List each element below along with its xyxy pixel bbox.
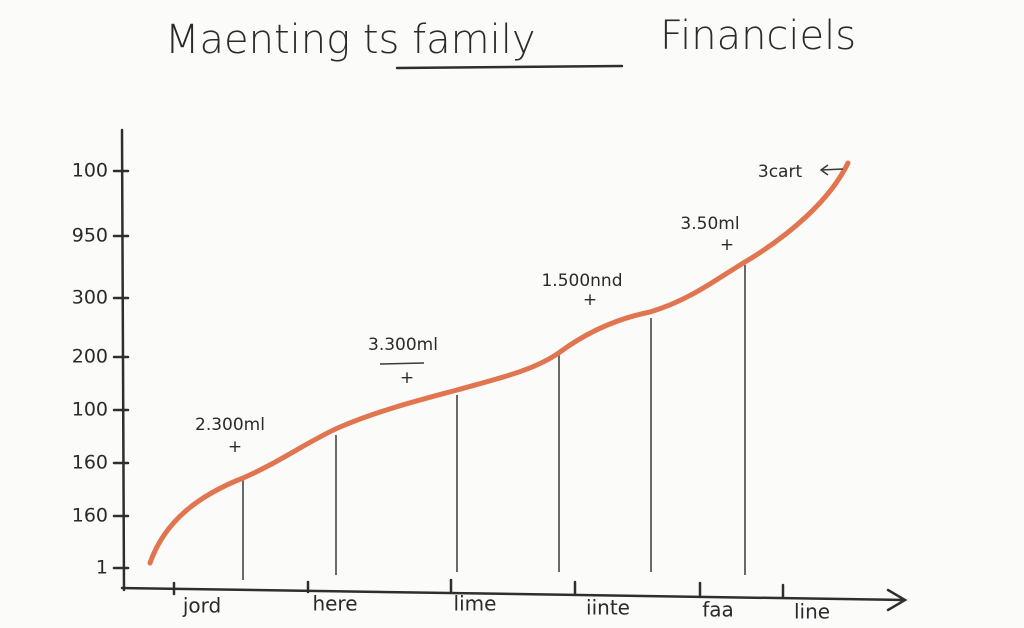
annotation: 1.500nnd (541, 271, 622, 291)
y-ticks: 100 950 300 200 100 160 160 1 (72, 160, 130, 579)
x-ticks: jord here lime iinte faa line (172, 578, 830, 624)
y-label: 100 (72, 160, 108, 182)
y-label: 160 (72, 452, 108, 474)
x-label: here (312, 592, 357, 616)
x-label: iinte (586, 596, 630, 620)
trend-curve (147, 160, 851, 566)
title-underline (395, 64, 624, 70)
annotation: 3.50ml (680, 214, 739, 234)
annotation: 3.300ml (368, 335, 438, 355)
annotation-underline (379, 362, 425, 365)
plus: + (228, 437, 242, 457)
annotation: 3cart (758, 162, 803, 182)
x-tick-marks (172, 578, 785, 599)
y-label: 950 (72, 225, 108, 247)
title-right: Financiels (660, 13, 856, 59)
x-label: line (794, 600, 830, 624)
x-axis (120, 586, 908, 612)
y-label: 100 (72, 399, 108, 421)
y-label: 1 (96, 557, 108, 579)
drop-lines (242, 265, 746, 580)
title-left: Maenting ts family (165, 17, 536, 63)
annotation-arrow (819, 164, 844, 176)
annotation: 2.300ml (195, 415, 265, 435)
plus: + (720, 235, 734, 255)
y-label: 300 (72, 287, 108, 309)
y-tick-marks (112, 169, 130, 570)
x-label: lime (454, 592, 497, 616)
x-label: faa (702, 598, 734, 622)
x-label: jord (182, 594, 221, 618)
y-axis (120, 128, 126, 592)
y-label: 160 (72, 505, 108, 527)
y-label: 200 (72, 346, 108, 368)
plus: + (400, 368, 414, 388)
plus: + (583, 290, 597, 310)
